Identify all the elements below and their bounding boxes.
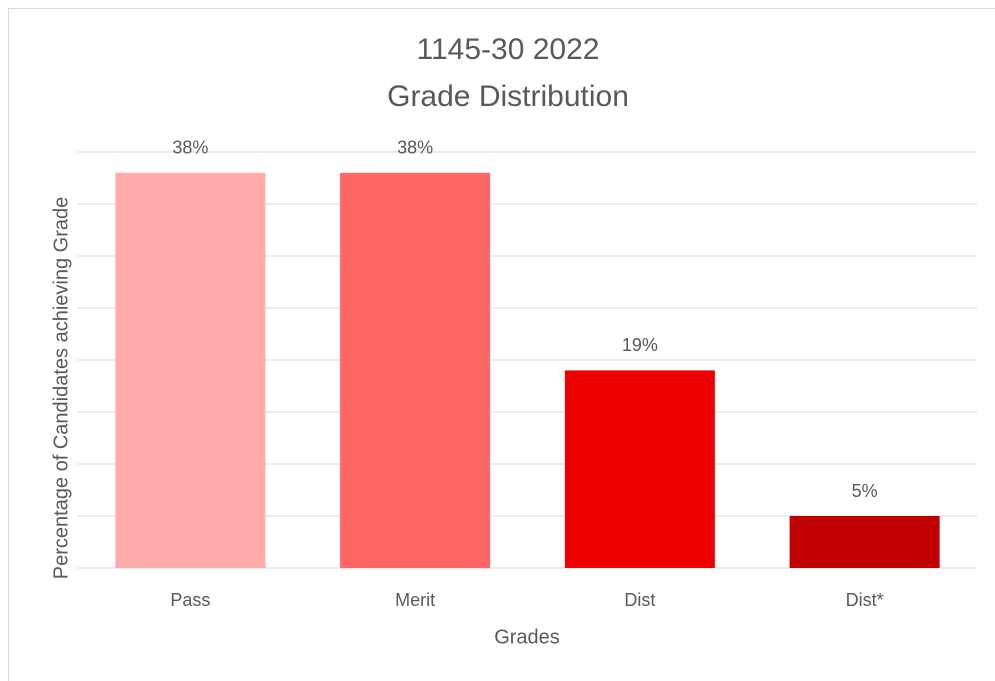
data-label: 5% <box>852 481 878 501</box>
bar <box>115 172 266 569</box>
data-label: 19% <box>622 335 658 355</box>
bar <box>789 516 940 568</box>
data-label: 38% <box>397 138 433 158</box>
y-axis-title: Percentage of Candidates achieving Grade <box>50 197 72 579</box>
x-tick-label: Dist <box>624 590 655 610</box>
chart-title: Grade Distribution <box>387 80 629 113</box>
data-label: 38% <box>172 138 208 158</box>
x-tick-label: Pass <box>170 590 210 610</box>
bar <box>340 172 491 569</box>
x-tick-label: Dist* <box>846 590 884 610</box>
x-tick-label: Merit <box>395 590 435 610</box>
x-axis-title: Grades <box>494 626 560 648</box>
chart-title: 1145-30 2022 <box>417 33 600 66</box>
bar <box>564 370 715 568</box>
